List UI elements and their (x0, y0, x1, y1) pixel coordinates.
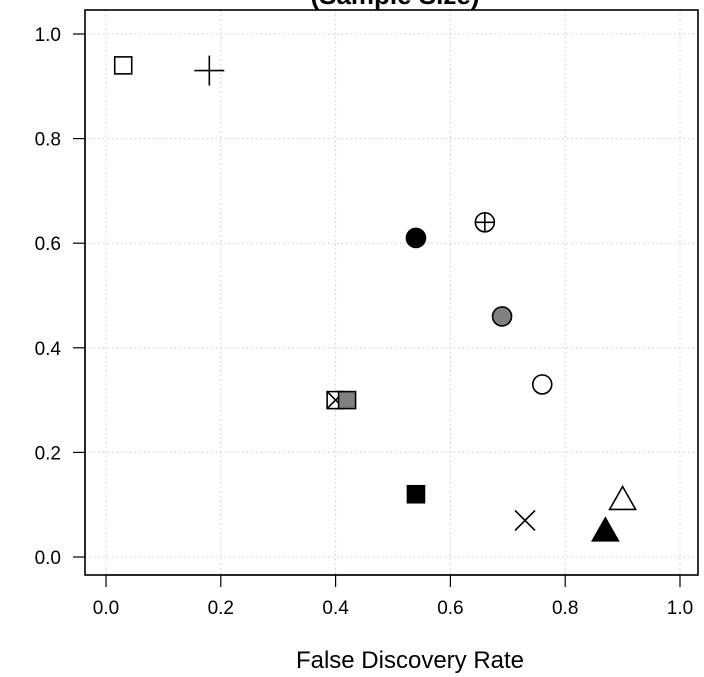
point-marker-stroke (514, 509, 536, 531)
point-marker (608, 484, 637, 511)
y-tick-label: 1.0 (35, 25, 61, 46)
y-tick-label: 0.8 (35, 130, 61, 151)
x-tick-label: 0.2 (208, 598, 234, 619)
point-marker (491, 306, 513, 327)
data-point (113, 56, 133, 75)
point-marker (337, 390, 357, 410)
y-tick-label: 0.2 (35, 443, 61, 464)
y-tick-label: 0.0 (35, 548, 61, 569)
point-marker (405, 227, 427, 249)
data-point (608, 484, 637, 511)
data-point (337, 390, 357, 410)
data-point (514, 509, 536, 531)
data-point (491, 306, 513, 327)
x-tick-label: 0.6 (437, 598, 463, 619)
data-point (194, 55, 225, 86)
data-point (406, 484, 426, 504)
point-marker (591, 516, 620, 542)
y-tick-label: 0.4 (35, 339, 62, 360)
point-marker (406, 484, 426, 504)
plot-frame (84, 9, 699, 576)
data-point (474, 211, 496, 233)
chart-title: (Sample Size) (310, 0, 479, 10)
axes: 0.0 0.2 0.4 0.6 0.8 1.0 0.0 0.2 0.4 0.6 0.8 1.0 (35, 25, 694, 619)
data-point (405, 227, 427, 249)
data-point (531, 374, 553, 395)
data-points (113, 55, 637, 542)
y-tick-label: 0.6 (35, 234, 61, 255)
point-marker (113, 56, 133, 75)
x-tick-label: 1.0 (667, 598, 693, 619)
point-marker (531, 374, 553, 395)
data-point (591, 516, 620, 542)
x-tick-label: 0.8 (552, 598, 578, 619)
x-tick-label: 0.0 (93, 598, 119, 619)
x-axis-title: False Discovery Rate (296, 647, 524, 674)
grid (85, 10, 698, 575)
x-tick-label: 0.4 (322, 598, 349, 619)
